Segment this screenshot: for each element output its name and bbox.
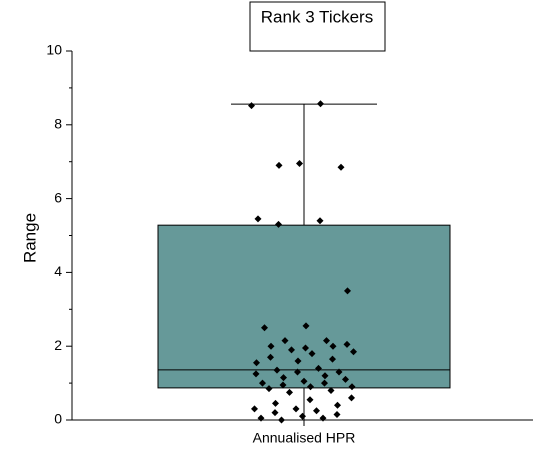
point [313, 407, 320, 415]
point [271, 409, 279, 417]
point [248, 102, 255, 110]
point [253, 359, 260, 367]
title-box [249, 1, 386, 52]
point [307, 383, 314, 391]
point [281, 337, 289, 345]
point [296, 160, 303, 168]
y-tick-label: 4 [54, 263, 62, 279]
point [299, 412, 306, 420]
point [272, 399, 279, 407]
point [327, 386, 335, 394]
point [329, 355, 336, 363]
point [348, 394, 355, 402]
x-tick-label: Annualised HPR [253, 430, 356, 446]
point [294, 368, 301, 376]
point [344, 287, 351, 295]
point [321, 372, 329, 380]
point [316, 217, 324, 225]
point [315, 364, 322, 372]
point [337, 163, 345, 171]
y-tick-label: 0 [54, 411, 62, 427]
point [302, 322, 310, 330]
point [300, 377, 308, 385]
point [329, 342, 337, 350]
point [280, 374, 287, 382]
point [292, 405, 300, 413]
point [343, 340, 351, 348]
point [261, 324, 268, 332]
point [267, 353, 274, 361]
point [342, 375, 349, 383]
box [157, 224, 451, 389]
point [252, 370, 260, 378]
point [350, 348, 357, 356]
y-axis-label: Range [20, 213, 39, 263]
point [251, 405, 258, 413]
point [335, 368, 343, 376]
point [294, 357, 302, 365]
point [273, 366, 281, 374]
point [286, 388, 293, 396]
point [308, 350, 316, 358]
point [267, 342, 275, 350]
y-tick-label: 8 [54, 116, 62, 132]
point [275, 220, 282, 228]
point [259, 379, 266, 387]
point [288, 346, 295, 354]
point [265, 385, 273, 393]
point [317, 100, 324, 108]
point [333, 410, 341, 418]
point [334, 401, 341, 409]
point [275, 161, 283, 169]
point [279, 381, 287, 389]
point [254, 215, 262, 223]
point [348, 383, 356, 391]
point [306, 396, 314, 404]
chart-title: Rank 3 Tickers [261, 7, 373, 26]
point [257, 414, 265, 422]
point [323, 337, 330, 345]
point [302, 344, 309, 352]
y-tick-label: 10 [46, 42, 62, 58]
point [319, 414, 327, 422]
y-tick-label: 6 [54, 189, 62, 205]
y-tick-label: 2 [54, 337, 62, 353]
point [321, 379, 328, 387]
